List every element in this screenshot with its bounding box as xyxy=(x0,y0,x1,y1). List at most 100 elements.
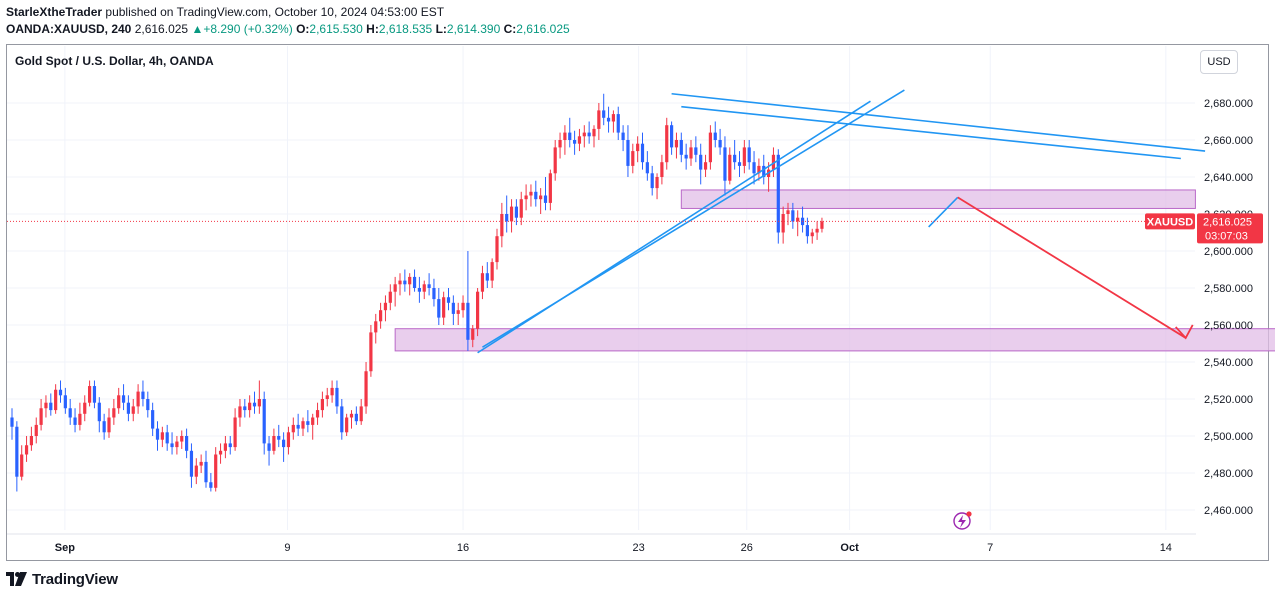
candle-body xyxy=(476,291,480,329)
lightning-icon xyxy=(953,511,972,530)
x-tick-label: Oct xyxy=(840,542,859,554)
candle-body xyxy=(340,406,344,433)
candle-body xyxy=(451,302,455,314)
candle-body xyxy=(155,428,160,440)
trendline xyxy=(482,89,905,348)
open-value: 2,615.530 xyxy=(309,22,363,36)
candle-body xyxy=(718,140,722,148)
chart-frame xyxy=(6,44,1269,561)
candle-body xyxy=(301,421,305,429)
candle-body xyxy=(92,386,97,403)
candle-body xyxy=(63,395,67,409)
candle-body xyxy=(248,402,252,411)
candle-body xyxy=(742,147,746,166)
candle-body xyxy=(665,125,669,163)
candle-body xyxy=(820,221,824,229)
candle-body xyxy=(170,443,174,448)
candle-body xyxy=(728,154,732,181)
candle-body xyxy=(296,424,300,429)
candle-body xyxy=(791,210,795,222)
candle-body xyxy=(679,140,683,155)
candle-body xyxy=(141,391,145,399)
candle-body xyxy=(121,395,126,403)
x-tick-label: 7 xyxy=(987,542,993,554)
candle-body xyxy=(723,147,727,181)
chart-title: Gold Spot / U.S. Dollar, 4h, OANDA xyxy=(15,54,214,68)
grid-lines xyxy=(7,46,1196,535)
candle-body xyxy=(34,424,38,436)
support-zone xyxy=(394,328,1275,352)
candle-body xyxy=(412,276,417,288)
candle-body xyxy=(126,402,130,414)
candle-body xyxy=(505,214,509,222)
price-tag-value: 2,616.025 xyxy=(1203,216,1252,228)
candle-body xyxy=(762,165,766,177)
candle-body xyxy=(383,302,388,311)
author-name[interactable]: StarleXtheTrader xyxy=(6,5,103,19)
candle-body xyxy=(810,232,814,237)
candle-body xyxy=(267,443,271,451)
candle-body xyxy=(97,402,101,422)
candle-body xyxy=(616,114,620,133)
open-label: O: xyxy=(296,22,310,36)
candle-body xyxy=(20,454,24,477)
candle-body xyxy=(655,177,659,189)
candle-body xyxy=(432,288,436,300)
tradingview-logo-icon xyxy=(6,572,27,586)
candle-body xyxy=(713,132,717,140)
candle-body xyxy=(539,195,543,200)
candle-body xyxy=(359,406,363,422)
candle-body xyxy=(553,147,557,174)
candle-body xyxy=(277,436,281,440)
candle-body xyxy=(68,408,72,418)
candle-body xyxy=(374,321,378,333)
candle-body xyxy=(733,154,737,163)
projection-down-line xyxy=(957,196,1187,339)
candle-body xyxy=(180,436,184,442)
candle-body xyxy=(73,417,77,425)
y-tick-label: 2,600.000 xyxy=(1204,246,1253,258)
candle-body xyxy=(325,395,329,399)
candle-body xyxy=(218,450,223,455)
candle-body xyxy=(592,128,596,137)
lightning-icon-bolt xyxy=(958,515,966,528)
candle-body xyxy=(708,132,712,163)
candle-body xyxy=(485,273,489,281)
candle-body xyxy=(543,195,548,203)
candle-body xyxy=(606,117,611,122)
trendline xyxy=(671,92,1206,152)
currency-button[interactable]: USD xyxy=(1200,50,1238,74)
candle-body xyxy=(500,214,504,237)
candle-body xyxy=(252,402,257,407)
candle-body xyxy=(24,445,29,455)
candle-body xyxy=(645,162,649,174)
y-tick-label: 2,680.000 xyxy=(1204,98,1253,110)
zones-layer xyxy=(394,189,1275,352)
publisher-line: StarleXtheTrader published on TradingVie… xyxy=(6,5,444,19)
candle-body xyxy=(185,436,189,451)
candle-body xyxy=(577,136,582,144)
candle-body xyxy=(131,406,135,414)
publish-info: published on TradingView.com, October 10… xyxy=(105,5,445,19)
tradingview-logo[interactable]: TradingView xyxy=(6,570,118,588)
candle-body xyxy=(611,114,615,122)
candle-body xyxy=(306,421,310,425)
x-tick-label: 9 xyxy=(284,542,290,554)
candle-body xyxy=(388,291,392,303)
candle-body xyxy=(670,125,674,148)
candle-body xyxy=(223,443,227,451)
candle-body xyxy=(243,406,247,411)
y-tick-label: 2,500.000 xyxy=(1204,431,1253,443)
candle-body xyxy=(805,225,809,237)
y-tick-label: 2,560.000 xyxy=(1204,320,1253,332)
candle-body xyxy=(471,328,475,340)
candle-body xyxy=(272,436,276,451)
symbol-tag-label: XAUUSD xyxy=(1147,216,1194,228)
candle-body xyxy=(175,441,179,448)
candle-body xyxy=(519,199,523,218)
symbol-label: OANDA:XAUUSD, 240 xyxy=(6,22,132,36)
change-arrow-icon: ▲ xyxy=(191,22,204,36)
candle-body xyxy=(286,432,291,448)
candle-body xyxy=(582,132,586,137)
